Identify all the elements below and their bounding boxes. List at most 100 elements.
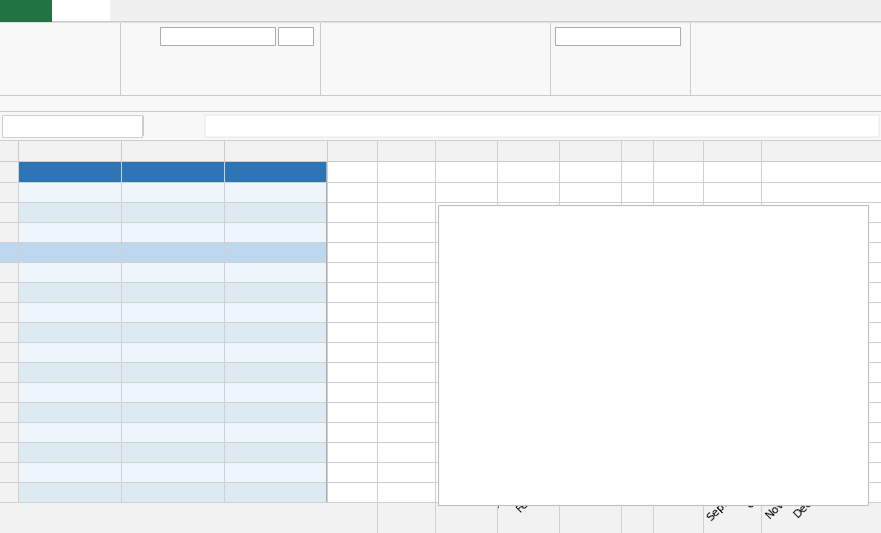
Text: D: D	[348, 146, 356, 156]
Text: Format Painter: Format Painter	[52, 48, 130, 58]
Text: 12: 12	[2, 387, 16, 397]
Text: Styles: Styles	[737, 98, 766, 108]
Text: HOME: HOME	[64, 6, 98, 16]
Text: $82,405.00: $82,405.00	[255, 265, 322, 279]
Text: 13: 13	[2, 407, 16, 417]
Text: 2: 2	[5, 187, 12, 197]
Shop A	[722, 384, 732, 391]
Shop B	[779, 357, 789, 364]
Title: Chart Title: Chart Title	[633, 276, 736, 295]
Text: 17: 17	[2, 487, 16, 497]
Line: Shop B: Shop B	[529, 331, 840, 430]
Text: $85,861.00: $85,861.00	[255, 406, 322, 418]
Text: $96,358.00: $96,358.00	[255, 305, 322, 319]
Text: A: A	[66, 146, 73, 156]
Text: 15: 15	[2, 447, 16, 457]
Line: Shop A: Shop A	[529, 353, 840, 407]
Text: G: G	[524, 146, 532, 156]
Text: 7: 7	[5, 287, 12, 297]
Text: $80,135.00: $80,135.00	[152, 305, 219, 319]
Shop A	[835, 401, 846, 407]
Text: Calibri: Calibri	[196, 29, 234, 43]
Text: $79,079.00: $79,079.00	[152, 265, 219, 279]
Text: $33,722.00: $33,722.00	[255, 385, 322, 399]
Text: January: January	[23, 185, 68, 198]
Text: Merge & Center ▼: Merge & Center ▼	[450, 46, 544, 56]
Text: DEVELOPER: DEVELOPER	[535, 6, 601, 16]
Shop B	[750, 345, 760, 352]
Text: $106,112.00: $106,112.00	[248, 185, 322, 198]
Text: J: J	[677, 146, 679, 156]
Text: Paste: Paste	[0, 28, 29, 38]
Text: $90,093.00: $90,093.00	[152, 185, 219, 198]
Text: DATA: DATA	[366, 6, 395, 16]
Text: B: B	[163, 51, 173, 63]
Text: November: November	[23, 385, 85, 399]
Text: 3: 3	[5, 207, 12, 217]
Text: INSERT: INSERT	[110, 6, 150, 16]
Text: March: March	[23, 225, 59, 238]
Text: $102,448.00: $102,448.00	[248, 345, 322, 359]
Text: $54,464.00: $54,464.00	[152, 406, 219, 418]
Shop A	[693, 371, 704, 377]
Text: $51,795.00: $51,795.00	[152, 206, 219, 219]
Text: $69,393.00: $69,393.00	[255, 286, 322, 298]
Shop B	[637, 368, 648, 375]
Text: July: July	[23, 305, 44, 319]
Text: Clipboard: Clipboard	[37, 98, 84, 108]
Text: $ ▼  % ,: $ ▼ % ,	[560, 49, 606, 61]
Text: Wrap Text: Wrap Text	[455, 26, 507, 36]
Text: Month: Month	[23, 166, 65, 179]
Text: Format
Table: Format Table	[781, 31, 818, 53]
Text: VIEW: VIEW	[485, 6, 515, 16]
Text: K: K	[729, 146, 736, 156]
Text: ✕: ✕	[152, 119, 163, 133]
Text: $68,938.00: $68,938.00	[152, 326, 219, 338]
Shop B	[552, 328, 562, 334]
Text: U: U	[193, 51, 202, 63]
Text: 10: 10	[2, 347, 16, 357]
Text: ✓: ✓	[170, 119, 181, 133]
Text: April: April	[23, 246, 55, 259]
Text: Shop A: Shop A	[126, 166, 173, 179]
Shop B	[835, 365, 846, 371]
Text: $88,631.00: $88,631.00	[152, 286, 219, 298]
Shop A	[807, 387, 818, 393]
Text: $55,077.00: $55,077.00	[144, 246, 219, 259]
Text: REVIEW: REVIEW	[413, 6, 457, 16]
Text: fx: fx	[187, 119, 200, 133]
Shop B	[722, 384, 732, 390]
Shop A	[665, 361, 676, 368]
Text: 11: 11	[2, 367, 16, 377]
Text: E: E	[403, 146, 410, 156]
Text: Font: Font	[210, 98, 231, 108]
Text: $66,186.00: $66,186.00	[152, 385, 219, 399]
Text: February: February	[23, 206, 76, 219]
Shop A	[637, 372, 648, 378]
Text: $69,210.00: $69,210.00	[255, 326, 322, 338]
Text: December: December	[23, 406, 85, 418]
Text: General: General	[594, 29, 640, 43]
Shop B	[523, 341, 534, 348]
Text: $52,611.00: $52,611.00	[152, 225, 219, 238]
Shop A	[580, 403, 590, 409]
Text: September: September	[23, 345, 88, 359]
Text: PAGE LAYOUT: PAGE LAYOUT	[157, 6, 233, 16]
Text: $92,212.00: $92,212.00	[255, 366, 322, 378]
Text: F: F	[463, 146, 469, 156]
Text: $32,345.00: $32,345.00	[255, 225, 322, 238]
Text: August: August	[23, 326, 64, 338]
Text: 9: 9	[5, 327, 12, 337]
Text: June: June	[23, 286, 48, 298]
Text: I: I	[179, 51, 182, 63]
Text: M5: M5	[15, 119, 33, 133]
Text: FORMULAS: FORMULAS	[259, 6, 321, 16]
Text: Alignment: Alignment	[410, 98, 460, 108]
Text: FILE: FILE	[12, 4, 40, 18]
Text: 14: 14	[2, 427, 16, 437]
Text: Number: Number	[600, 98, 640, 108]
Text: Formatting ▼: Formatting ▼	[706, 43, 774, 53]
Text: 16: 16	[2, 467, 16, 477]
Text: 5: 5	[5, 247, 13, 257]
Text: Shop B: Shop B	[229, 166, 276, 179]
